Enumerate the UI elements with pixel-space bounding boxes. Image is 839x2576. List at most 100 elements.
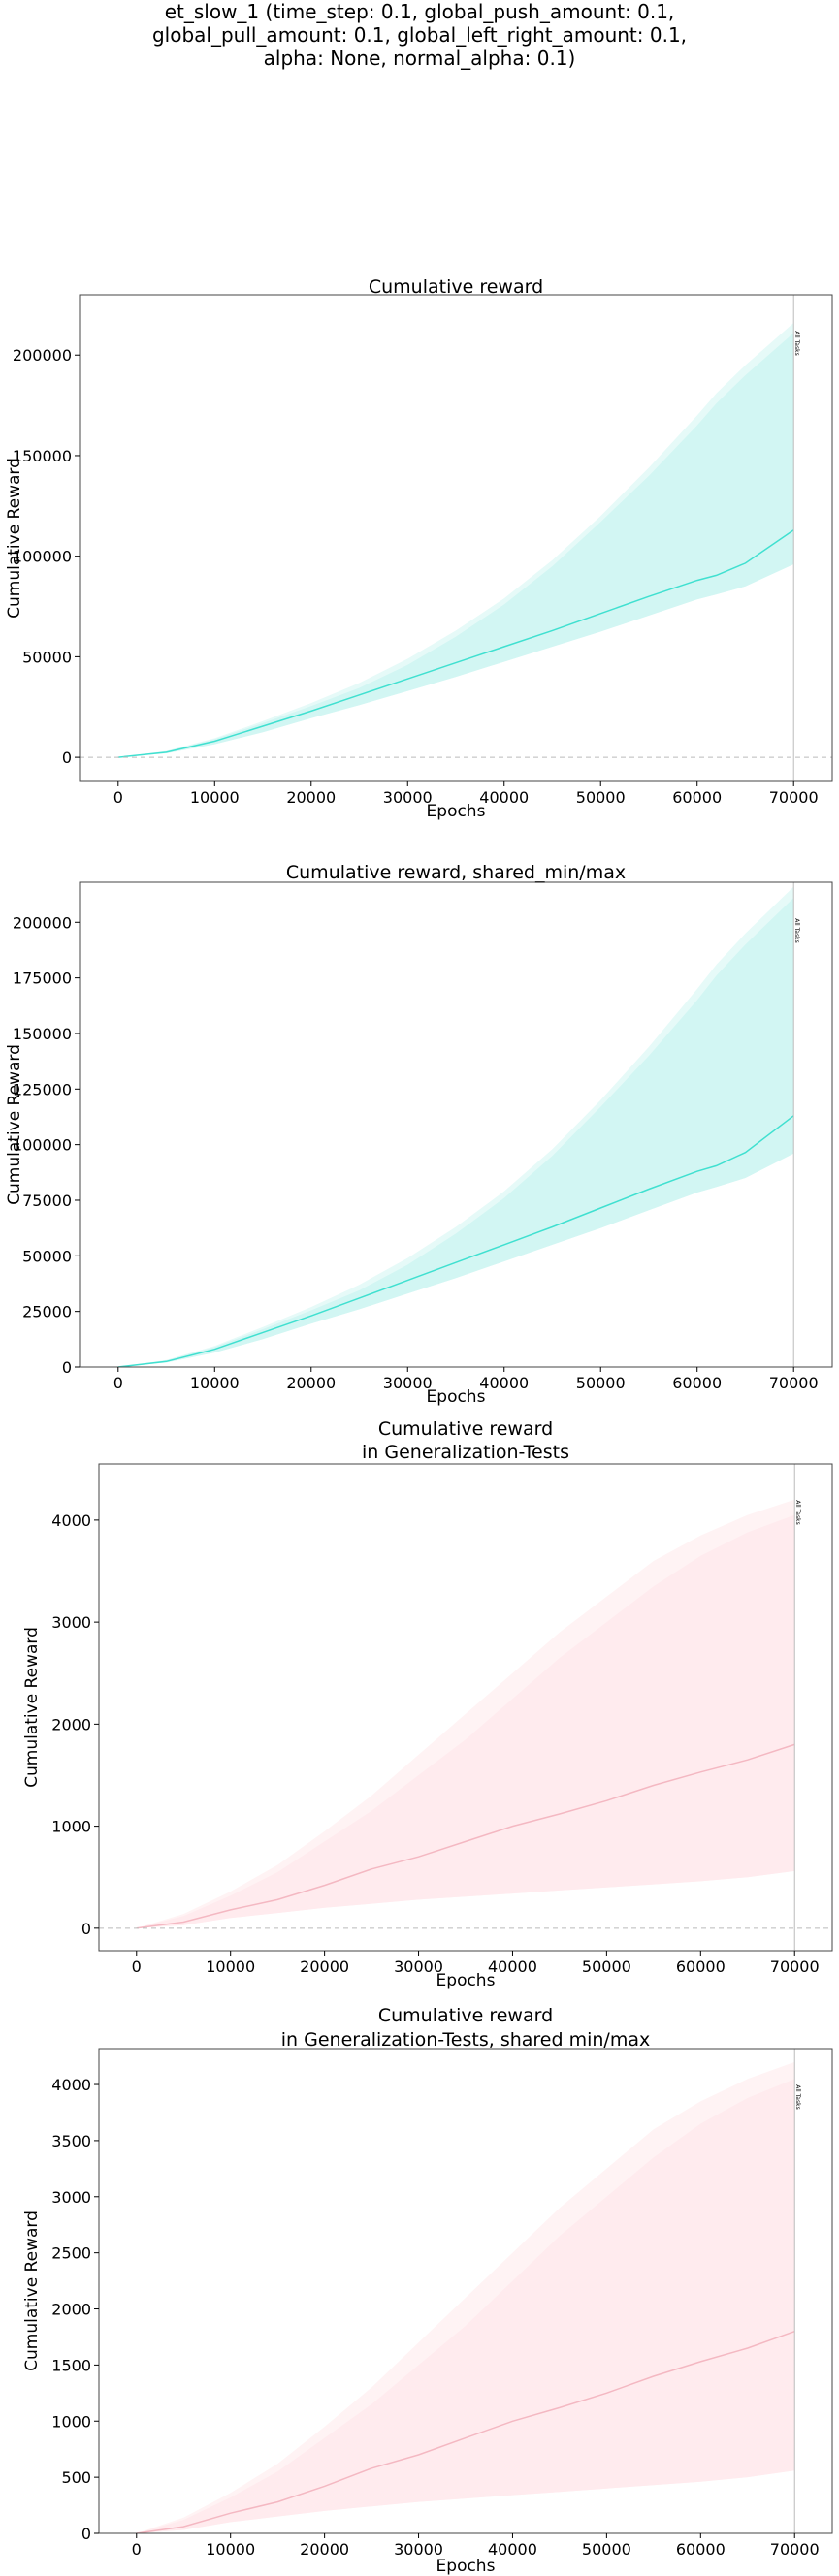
x-tick-label: 0 [113, 788, 123, 807]
chart-title: in Generalization-Tests, shared min/max [281, 2029, 650, 2051]
y-tick-label: 75000 [22, 1192, 72, 1210]
x-tick-label: 70000 [769, 788, 819, 807]
mean-line-1 [136, 2330, 795, 2533]
x-axis-label: Epochs [427, 802, 486, 821]
chart-panel-2: All Tasks 0 10000 20000 30000 40000 50000 60000… [5, 862, 833, 1407]
chart-title: in Generalization-Tests [362, 1442, 569, 1463]
y-tick-label: 2000 [51, 1715, 91, 1733]
x-tick-label: 50000 [582, 1957, 631, 1976]
mean-line-1 [117, 1115, 794, 1367]
x-axis-label: Epochs [427, 1387, 486, 1407]
x-tick-label: 30000 [394, 1957, 443, 1976]
x-tick-label: 30000 [383, 788, 433, 807]
y-tick-label: 200000 [13, 913, 72, 932]
y-tick-label: 500 [61, 2468, 91, 2487]
figure-title-line: alpha: None, normal_alpha: 0.1) [263, 47, 576, 70]
x-tick-label: 40000 [488, 1957, 537, 1976]
y-tick-label: 1000 [51, 1818, 91, 1836]
y-tick-label: 2500 [51, 2244, 91, 2263]
y-tick-label: 150000 [13, 447, 72, 465]
y-tick-label: 100000 [13, 548, 72, 566]
plot-area [99, 1464, 832, 1951]
y-axis-label: Cumulative Reward [5, 458, 24, 619]
y-tick-label: 0 [62, 1358, 72, 1377]
marker-label: All Tasks [794, 1500, 801, 1524]
y-tick-label: 0 [62, 748, 72, 767]
x-tick-label: 60000 [672, 788, 722, 807]
y-tick-label: 50000 [22, 1247, 72, 1265]
mean-line-1 [136, 1743, 795, 1929]
chart-panel-1: All Tasks 0 10000 20000 30000 40000 50000 60000… [5, 276, 833, 821]
y-tick-label: 200000 [13, 346, 72, 365]
x-tick-label: 30000 [383, 1374, 433, 1392]
y-tick-label: 125000 [13, 1080, 72, 1098]
y-tick-label: 2000 [51, 2301, 91, 2319]
x-tick-label: 60000 [672, 1374, 722, 1392]
x-tick-label: 10000 [206, 1957, 255, 1976]
marker-label: All Tasks [793, 331, 800, 355]
mean-line-1 [117, 529, 794, 758]
x-axis-label: Epochs [436, 1971, 496, 1990]
figure-title-line: et_slow_1 (time_step: 0.1, global_push_a… [164, 0, 675, 23]
y-tick-label: 1500 [51, 2356, 91, 2374]
y-tick-label: 4000 [51, 2076, 91, 2094]
y-tick-label: 0 [81, 2525, 91, 2543]
chart-title: Cumulative reward [378, 1418, 553, 1440]
x-tick-label: 40000 [479, 1374, 529, 1392]
range-band-1 [117, 898, 794, 1367]
x-tick-label: 40000 [479, 788, 529, 807]
plot-area [117, 882, 794, 1367]
y-axis-label: Cumulative Reward [5, 1044, 24, 1205]
x-tick-label: 10000 [190, 788, 240, 807]
y-tick-label: 3000 [51, 2188, 91, 2207]
x-tick-label: 70000 [770, 1957, 820, 1976]
axes-frame [79, 294, 833, 782]
axes-frame [98, 2048, 833, 2534]
x-tick-label: 0 [132, 2540, 142, 2559]
x-tick-label: 0 [132, 1957, 142, 1976]
x-tick-label: 20000 [300, 2540, 349, 2559]
x-tick-label: 50000 [582, 2540, 631, 2559]
figure-title-line: global_pull_amount: 0.1, global_left_rig… [151, 23, 688, 47]
x-tick-label: 60000 [676, 2540, 726, 2559]
y-tick-label: 3500 [51, 2132, 91, 2150]
y-tick-label: 1000 [51, 2412, 91, 2431]
y-axis-label: Cumulative Reward [22, 2210, 42, 2371]
plot-area [80, 295, 832, 781]
marker-label: All Tasks [794, 2084, 801, 2109]
x-tick-label: 30000 [394, 2540, 443, 2559]
y-tick-label: 50000 [22, 648, 72, 666]
x-tick-label: 10000 [206, 2540, 255, 2559]
chart-title: Cumulative reward [378, 2005, 553, 2026]
marker-label: All Tasks [793, 918, 800, 942]
y-tick-label: 150000 [13, 1025, 72, 1043]
y-tick-label: 175000 [13, 970, 72, 988]
x-tick-label: 0 [113, 1374, 123, 1392]
y-tick-label: 25000 [22, 1303, 72, 1321]
range-band-1 [136, 1514, 795, 1928]
chart-title: Cumulative reward [369, 276, 543, 298]
x-tick-label: 20000 [286, 1374, 336, 1392]
range-band-1 [117, 333, 794, 758]
y-tick-label: 100000 [13, 1136, 72, 1155]
y-tick-label: 0 [81, 1920, 91, 1938]
axes-frame [79, 881, 833, 1368]
y-axis-label: Cumulative Reward [22, 1627, 42, 1788]
x-axis-label: Epochs [436, 2557, 496, 2576]
range-band-1 [136, 2079, 795, 2533]
x-tick-label: 50000 [576, 788, 626, 807]
x-tick-label: 50000 [576, 1374, 626, 1392]
x-tick-label: 40000 [488, 2540, 537, 2559]
x-tick-label: 10000 [190, 1374, 240, 1392]
x-tick-label: 20000 [286, 788, 336, 807]
plot-area [136, 2049, 795, 2533]
chart-title: Cumulative reward, shared_min/max [286, 862, 626, 883]
figure-title: et_slow_1 (time_step: 0.1, global_push_a… [0, 0, 839, 70]
y-tick-label: 4000 [51, 1511, 91, 1530]
x-tick-label: 70000 [769, 1374, 819, 1392]
x-tick-label: 60000 [676, 1957, 726, 1976]
x-tick-label: 20000 [300, 1957, 349, 1976]
